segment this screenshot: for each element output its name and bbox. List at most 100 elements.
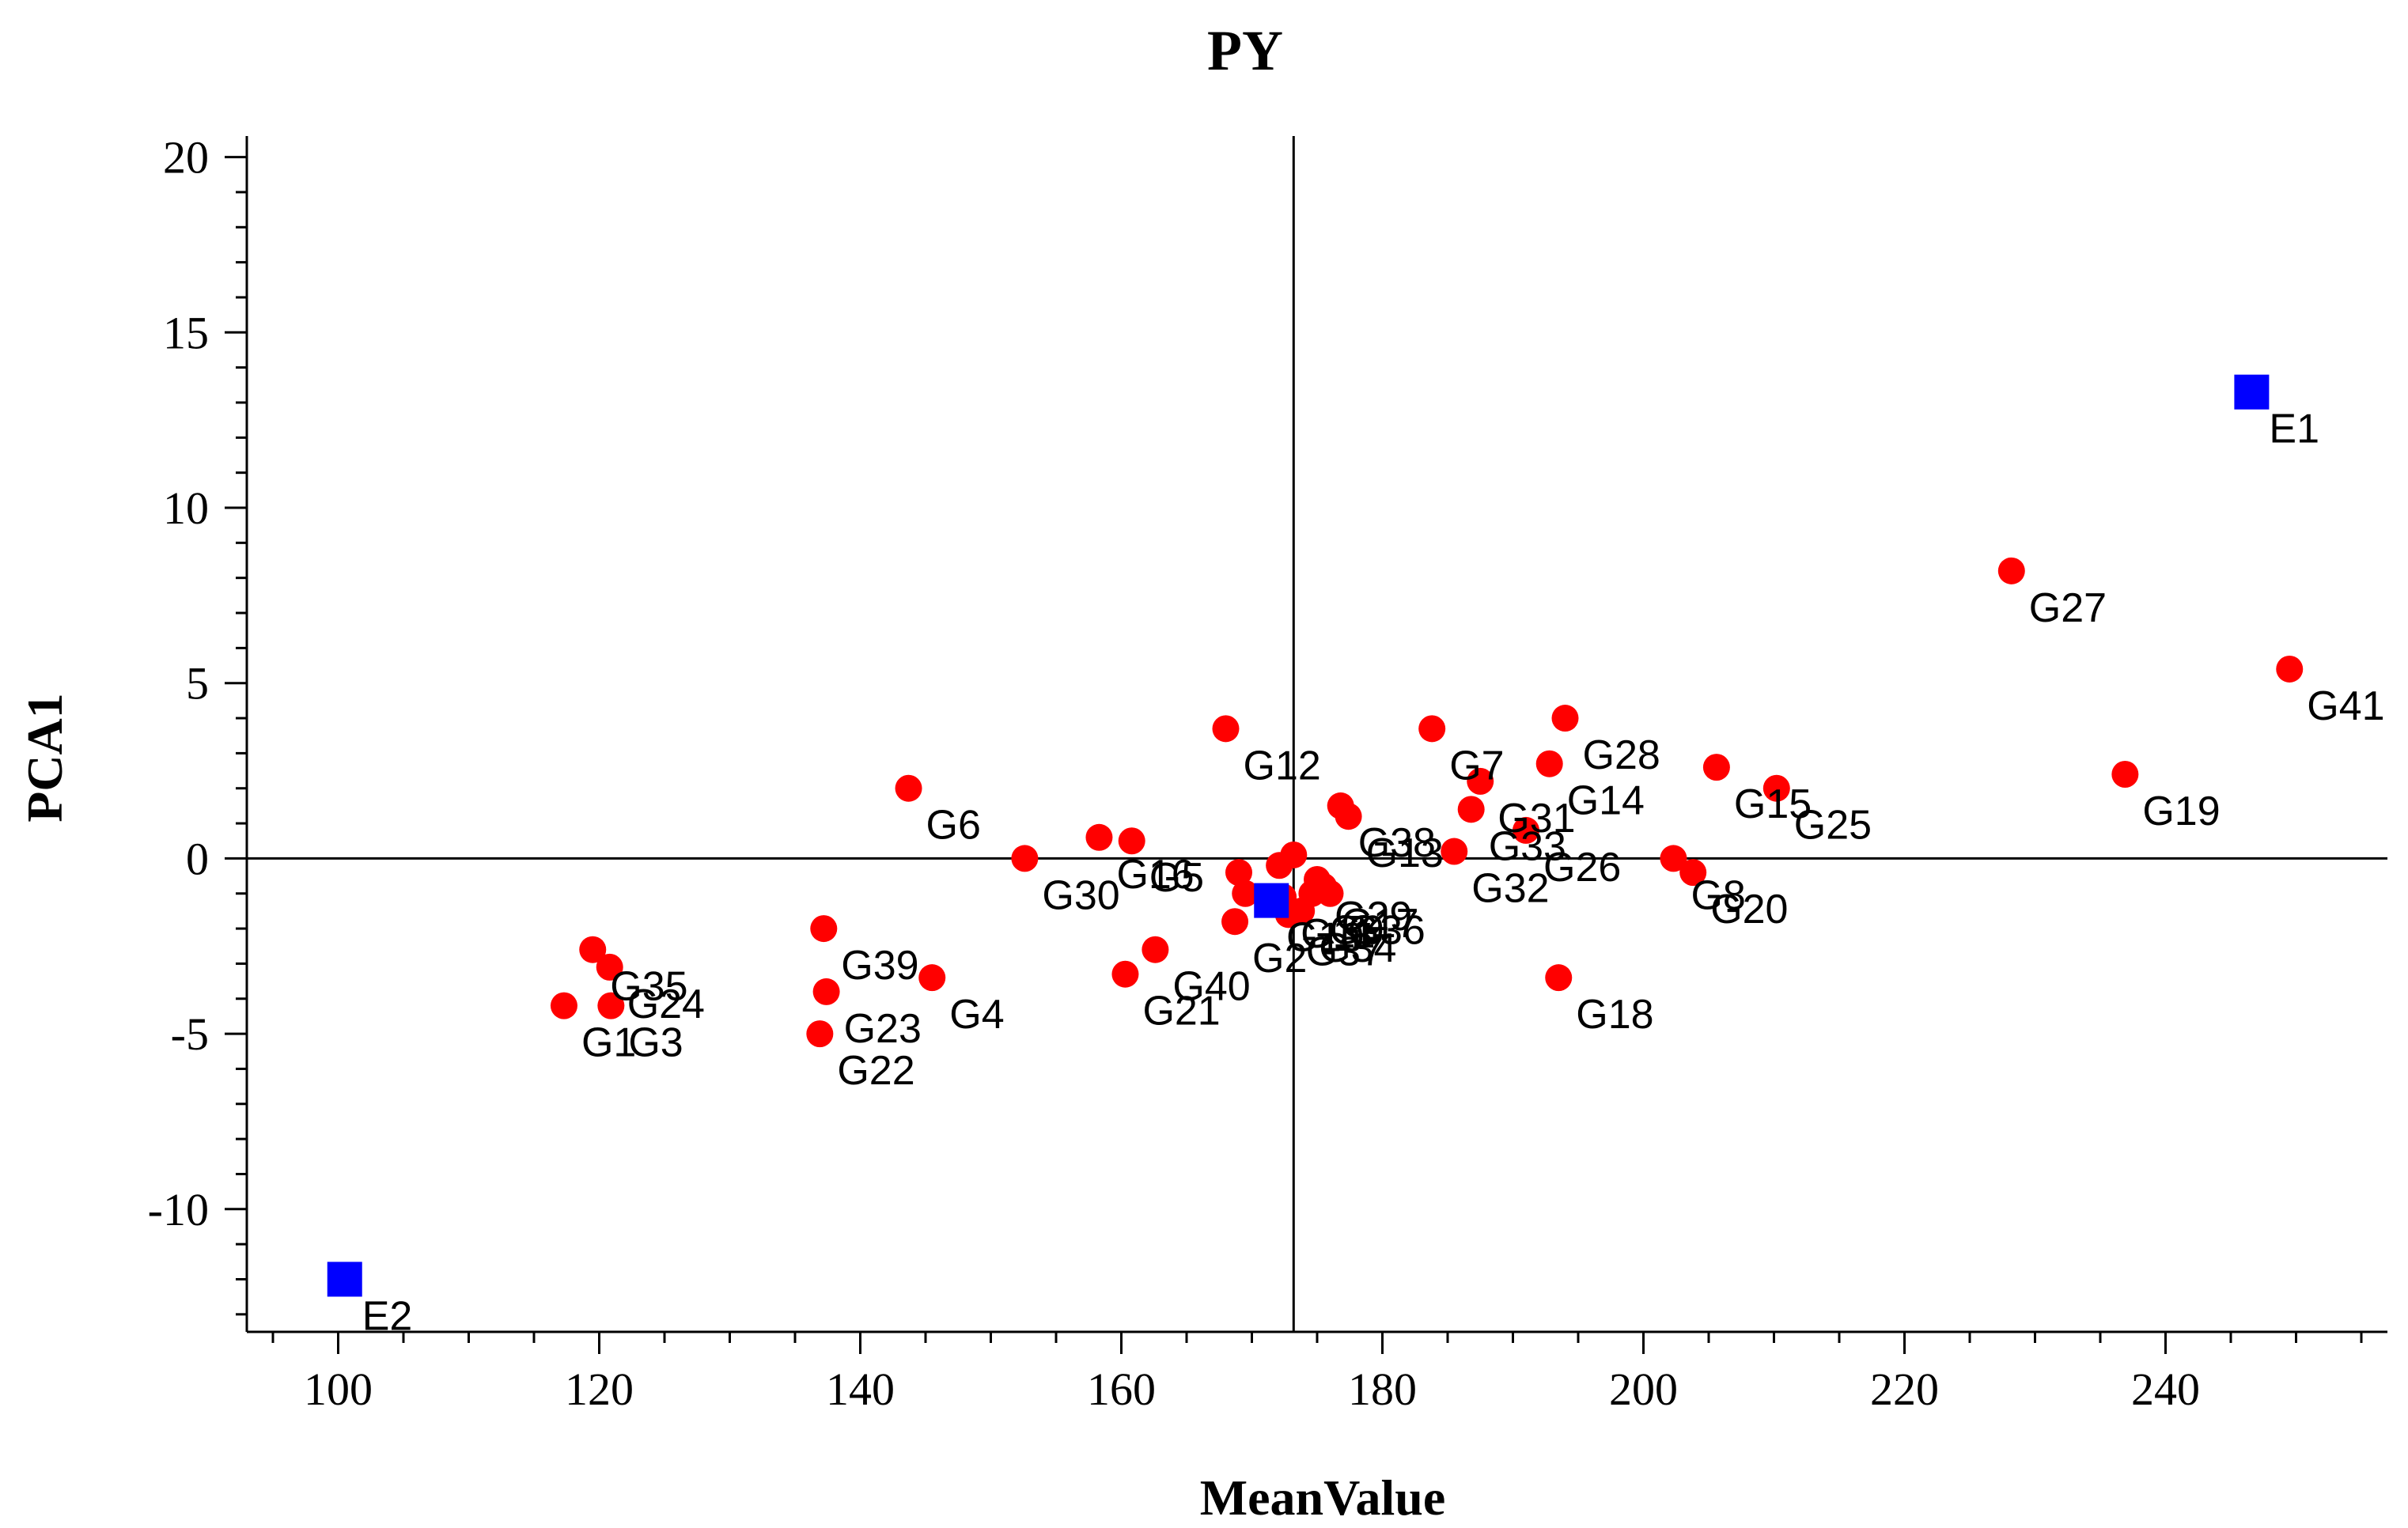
x-tick-label: 200 [1609,1363,1678,1415]
point-label: G15 [1734,781,1812,827]
point-label: G40 [1172,964,1250,1010]
genotype-point [596,953,623,981]
environment-point [1254,883,1289,918]
genotype-point [810,915,838,943]
point-label: G7 [1449,743,1504,789]
genotype-point [1011,845,1039,872]
point-label: G28 [1583,732,1660,778]
genotype-point [1280,841,1308,868]
point-label: G41 [2307,683,2384,729]
point-label: G19 [2142,789,2220,834]
reference-lines [247,136,2387,1332]
point-label: G35 [610,964,687,1010]
point-label: G13 [1366,830,1444,876]
genotype-point [1232,879,1259,907]
point-label: G20 [1710,887,1788,932]
genotype-point [579,936,607,963]
point-label: G2 [1252,936,1307,981]
x-tick-label: 220 [1870,1363,1939,1415]
point-label: G34 [1319,925,1396,971]
genotype-point [1327,792,1354,819]
point-label: G4 [949,992,1004,1038]
genotype-point [1142,936,1169,963]
genotype-point [1679,859,1707,887]
genotype-point [550,992,577,1019]
point-label: G31 [1497,796,1575,842]
genotype-point [1418,715,1446,743]
genotype-point [1457,796,1485,823]
point-label: G36 [1348,908,1425,954]
genotype-point [806,1020,834,1048]
x-tick-label: 120 [565,1363,634,1415]
ticks: 20 15 10 5 0 -5 -10 100 120 140 160 180 200 220 240 [148,132,2363,1415]
point-label: G33 [1489,823,1566,869]
genotype-point [1212,715,1240,743]
point-label: G29 [1335,894,1412,940]
genotype-point [1441,838,1468,865]
genotype-point [812,978,840,1005]
data-points [327,374,2304,1297]
point-label: G27 [2029,585,2107,631]
y-tick-label: 10 [163,482,209,534]
x-tick-label: 140 [826,1363,895,1415]
point-label: G16 [1116,852,1194,898]
genotype-point [597,992,625,1019]
point-label: G23 [844,1006,922,1052]
point-label: G38 [1358,820,1436,866]
point-label: G18 [1576,992,1653,1038]
point-label: G3 [628,1020,683,1066]
point-label: G10 [1286,915,1364,961]
y-axis-title: PCA1 [17,693,73,823]
point-label: G1 [581,1020,636,1066]
point-label: G22 [837,1048,914,1094]
genotype-point [918,964,946,992]
genotype-point [1221,908,1249,936]
axes [245,136,2387,1333]
point-label: G21 [1142,989,1220,1034]
environment-point [2234,374,2270,410]
chart-title: PY [1207,19,1283,82]
point-label: G37 [1306,929,1384,974]
point-label: G39 [841,943,918,989]
x-tick-label: 240 [2131,1363,2200,1415]
genotype-point [1660,845,1687,872]
genotype-point [1467,767,1494,795]
genotype-point [1702,754,1730,781]
y-tick-label: 15 [163,307,209,358]
genotype-point [2111,760,2139,788]
x-tick-label: 100 [304,1363,373,1415]
point-label: G9 [1329,908,1384,954]
point-label: G5 [1149,855,1204,901]
point-label: G30 [1042,872,1119,918]
genotype-point [895,774,922,802]
genotype-point [1225,859,1252,887]
y-tick-label: 5 [186,658,209,709]
point-label: G14 [1567,778,1645,824]
genotype-point [1545,964,1573,992]
genotype-point [1513,816,1539,844]
point-label: G17 [1341,901,1418,947]
genotype-point [1762,774,1790,802]
genotype-point [1535,750,1563,777]
point-label: G24 [627,981,705,1027]
y-tick-label: 0 [186,833,209,884]
genotype-point [1551,705,1579,732]
genotype-point [1997,557,2025,584]
genotype-point [1085,823,1113,851]
point-label: G12 [1244,743,1321,789]
point-label: G6 [926,803,981,849]
genotype-point [1111,960,1139,988]
x-tick-label: 180 [1348,1363,1417,1415]
y-tick-label: -5 [171,1008,209,1060]
point-label: G11 [1301,911,1375,957]
genotype-point [1316,879,1344,907]
genotype-point [2276,655,2304,683]
point-label: E1 [2269,407,2319,452]
x-axis-title: MeanValue [1200,1469,1446,1526]
point-label: G32 [1471,866,1549,912]
genotype-point [1118,827,1145,855]
point-label: G8 [1691,872,1745,918]
environment-point [327,1261,362,1297]
